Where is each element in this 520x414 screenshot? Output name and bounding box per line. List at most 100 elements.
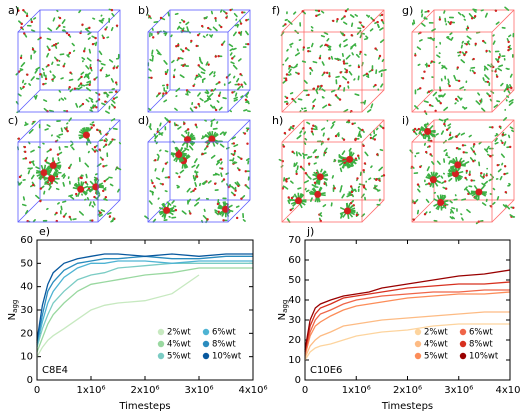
molecule (85, 65, 90, 70)
head (101, 158, 104, 161)
molecule (365, 35, 369, 39)
molecule (199, 58, 203, 64)
cube-edge (227, 119, 251, 143)
molecule (35, 166, 40, 170)
head (285, 73, 289, 76)
molecule (85, 98, 90, 103)
molecule (426, 166, 430, 172)
molecule (219, 9, 223, 13)
legend-label: 4%wt (167, 340, 191, 350)
cube-edge (491, 199, 515, 223)
molecule (17, 93, 22, 97)
molecule (351, 193, 354, 198)
head (488, 94, 492, 98)
head (414, 54, 417, 57)
head (178, 175, 181, 179)
molecule (478, 141, 482, 145)
molecule (110, 118, 116, 122)
head (102, 165, 105, 168)
head (238, 168, 241, 172)
head (96, 128, 99, 132)
head (190, 39, 193, 43)
molecule (367, 15, 371, 18)
molecule (31, 29, 36, 33)
molecule (378, 166, 383, 172)
head (17, 137, 21, 140)
head (462, 151, 465, 154)
series-line (36, 262, 253, 348)
molecule (154, 134, 159, 140)
head (19, 56, 23, 60)
molecule (175, 87, 181, 93)
head (485, 174, 488, 177)
annotation: C8E4 (42, 365, 68, 376)
molecule (228, 43, 234, 48)
series-line (36, 274, 200, 358)
molecule (503, 87, 508, 93)
head (302, 46, 306, 49)
micelle-core (294, 197, 302, 205)
molecule (61, 173, 66, 177)
molecule (235, 205, 240, 208)
head (235, 216, 239, 220)
molecule (154, 168, 157, 172)
legend-label: 5%wt (424, 352, 448, 362)
head (207, 63, 210, 66)
head (374, 47, 377, 50)
head (55, 211, 58, 215)
molecule (465, 188, 471, 194)
molecule (381, 58, 385, 63)
head (111, 138, 114, 141)
molecule (473, 9, 477, 13)
head (225, 12, 228, 15)
molecule (206, 95, 212, 101)
head (112, 67, 115, 70)
molecule (195, 197, 201, 202)
molecule (418, 131, 423, 137)
head (90, 126, 93, 129)
molecule (18, 181, 23, 186)
molecule (461, 40, 464, 44)
head (89, 66, 92, 70)
molecule (234, 92, 238, 97)
molecule (80, 71, 85, 76)
molecule (86, 80, 92, 84)
molecule (68, 117, 72, 122)
head (214, 55, 217, 58)
head (31, 48, 35, 51)
molecule (197, 92, 201, 97)
x-tick-label: 1x10⁶ (76, 385, 105, 396)
molecule (229, 52, 233, 56)
molecule (487, 64, 491, 67)
molecule (438, 95, 443, 98)
molecule (484, 12, 488, 18)
head (413, 201, 416, 205)
molecule (154, 139, 157, 143)
head (465, 169, 469, 173)
molecule (353, 78, 356, 81)
molecule (105, 74, 111, 78)
molecule (148, 125, 152, 131)
molecule (70, 143, 74, 147)
cube-edge (491, 119, 515, 143)
molecule (205, 61, 209, 66)
molecule (186, 187, 191, 193)
head (315, 14, 318, 18)
head (175, 45, 178, 48)
molecule (417, 63, 421, 66)
panel-label: e) (39, 225, 50, 238)
molecule (447, 123, 452, 127)
head (192, 84, 195, 88)
molecule (210, 154, 216, 159)
molecule (283, 185, 289, 190)
molecule (212, 127, 218, 130)
molecule (448, 160, 452, 165)
micelle-core (437, 199, 445, 207)
head (472, 150, 475, 153)
head (448, 133, 452, 137)
molecule (506, 95, 510, 98)
molecule (381, 69, 387, 72)
molecule (507, 90, 511, 94)
molecule (492, 40, 496, 45)
molecule (336, 57, 342, 61)
